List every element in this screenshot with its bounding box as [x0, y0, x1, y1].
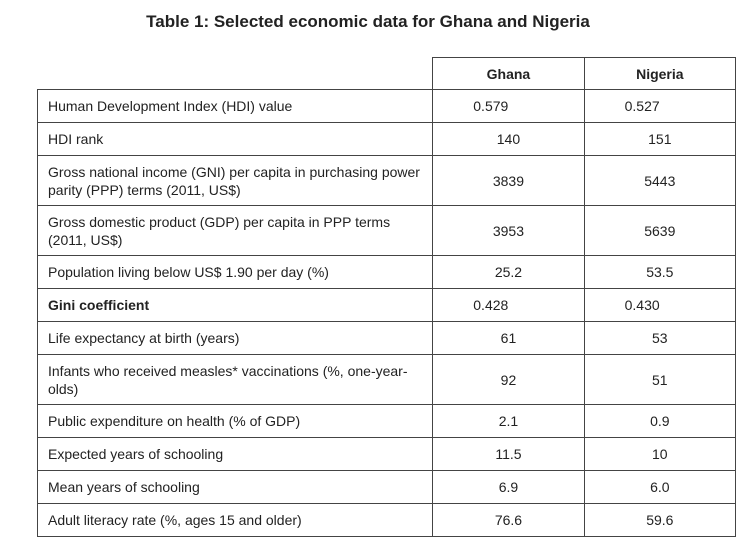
- nigeria-value: 51: [583, 354, 736, 405]
- row-label: Gross domestic product (GDP) per capita …: [36, 205, 434, 256]
- table-row: Mean years of schooling 6.9 6.0: [36, 470, 736, 504]
- table-row: Expected years of schooling 11.5 10: [36, 437, 736, 471]
- header-ghana: Ghana: [432, 57, 585, 90]
- table-row: Gross domestic product (GDP) per capita …: [36, 205, 736, 256]
- row-label: Expected years of schooling: [36, 437, 434, 471]
- ghana-value: 2.1: [432, 404, 585, 438]
- row-label: Infants who received measles* vaccinatio…: [36, 354, 434, 405]
- ghana-value: 61: [432, 321, 585, 355]
- row-label: Public expenditure on health (% of GDP): [36, 404, 434, 438]
- nigeria-value: 5443: [583, 155, 736, 206]
- row-label: Gini coefficient: [36, 288, 434, 322]
- nigeria-value: 6.0: [583, 470, 736, 504]
- table-row: Public expenditure on health (% of GDP) 2…: [36, 404, 736, 438]
- table-row: Gini coefficient 0.428 0.430: [36, 288, 736, 322]
- row-label: Mean years of schooling: [36, 470, 434, 504]
- table-row: Gross national income (GNI) per capita i…: [36, 155, 736, 206]
- ghana-value: 3953: [432, 205, 585, 256]
- nigeria-value: 151: [583, 122, 736, 156]
- ghana-value: 140: [432, 122, 585, 156]
- ghana-value: 3839: [432, 155, 585, 206]
- nigeria-value: 5639: [583, 205, 736, 256]
- header-blank: [37, 57, 434, 90]
- ghana-value: 0.579: [432, 89, 585, 123]
- row-label: Gross national income (GNI) per capita i…: [36, 155, 434, 206]
- nigeria-value: 0.9: [583, 404, 736, 438]
- row-label: Human Development Index (HDI) value: [36, 89, 434, 123]
- table-row: Infants who received measles* vaccinatio…: [36, 354, 736, 405]
- row-label: Life expectancy at birth (years): [36, 321, 434, 355]
- nigeria-value: 0.527: [583, 89, 736, 123]
- row-label: Adult literacy rate (%, ages 15 and olde…: [36, 503, 434, 537]
- nigeria-value: 0.430: [583, 288, 736, 322]
- ghana-value: 0.428: [432, 288, 585, 322]
- ghana-value: 92: [432, 354, 585, 405]
- table-row: Population living below US$ 1.90 per day…: [36, 255, 736, 289]
- row-label: HDI rank: [36, 122, 434, 156]
- ghana-value: 25.2: [432, 255, 585, 289]
- economic-data-table: Ghana Nigeria Human Development Index (H…: [36, 57, 736, 537]
- table-row: Adult literacy rate (%, ages 15 and olde…: [36, 503, 736, 537]
- nigeria-value: 53: [583, 321, 736, 355]
- table-row: Human Development Index (HDI) value 0.579…: [36, 89, 736, 123]
- table-title: Table 1: Selected economic data for Ghan…: [146, 12, 590, 31]
- header-row: Ghana Nigeria: [37, 57, 736, 90]
- nigeria-value: 53.5: [583, 255, 736, 289]
- ghana-value: 11.5: [432, 437, 585, 471]
- row-label: Population living below US$ 1.90 per day…: [36, 255, 434, 289]
- header-nigeria: Nigeria: [583, 57, 736, 90]
- table-row: HDI rank 140 151: [36, 122, 736, 156]
- nigeria-value: 59.6: [583, 503, 736, 537]
- nigeria-value: 10: [583, 437, 736, 471]
- ghana-value: 6.9: [432, 470, 585, 504]
- ghana-value: 76.6: [432, 503, 585, 537]
- table-row: Life expectancy at birth (years) 61 53: [36, 321, 736, 355]
